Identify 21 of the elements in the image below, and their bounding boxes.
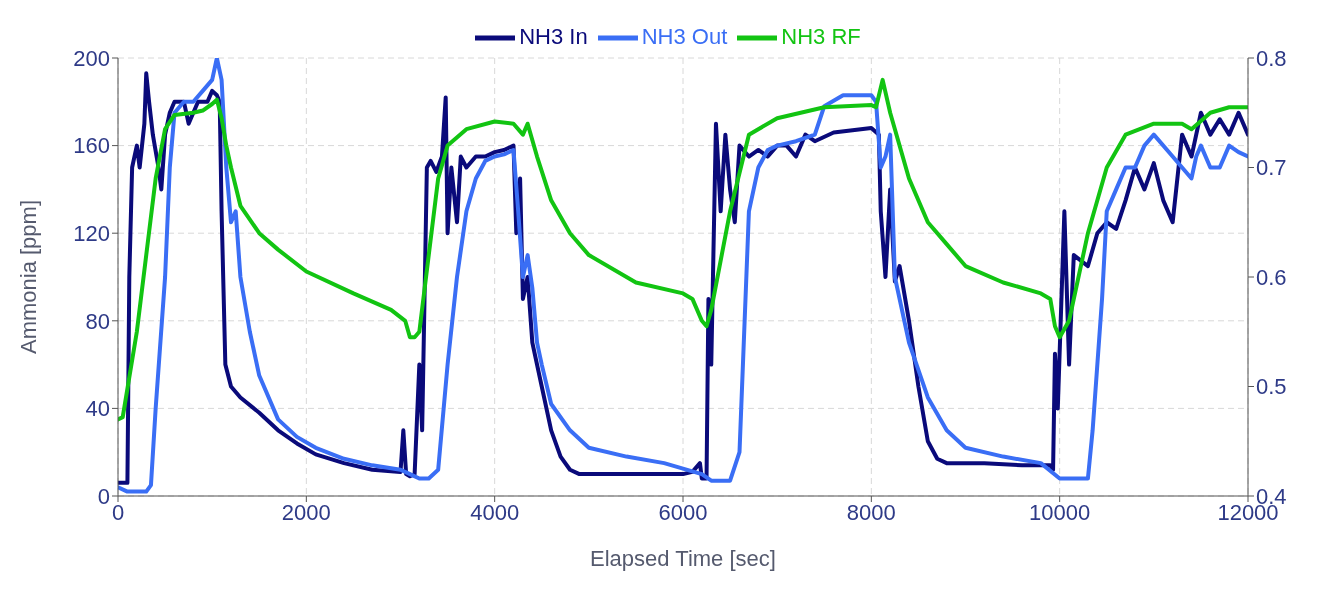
legend-label: NH3 Out <box>641 23 728 49</box>
y-tick-label: 40 <box>85 396 110 422</box>
y2-tick-label: 0.7 <box>1256 155 1287 181</box>
y-tick-label: 200 <box>73 45 110 71</box>
y2-tick-label: 0.5 <box>1256 374 1287 400</box>
line-series <box>118 77 1248 422</box>
x-tick-label: 2000 <box>281 499 331 525</box>
y2-tick-label: 0.8 <box>1256 45 1287 71</box>
y-tick-label: 80 <box>85 308 110 334</box>
y2-tick-label: 0.6 <box>1256 264 1287 290</box>
x-tick-label: 8000 <box>846 499 896 525</box>
legend-label: NH3 RF <box>781 23 861 49</box>
y-tick-label: 160 <box>73 133 110 159</box>
x-tick-label: 4000 <box>470 499 520 525</box>
x-tick-label: 10000 <box>1029 499 1091 525</box>
legend-label: NH3 In <box>519 23 588 49</box>
y-axis-title: Ammonia [ppm] <box>15 199 41 355</box>
y-tick-label: 120 <box>73 221 110 247</box>
y-tick-label: 0 <box>97 483 110 509</box>
x-tick-label: 6000 <box>658 499 708 525</box>
x-axis-title: Elapsed Time [sec] <box>590 546 776 571</box>
